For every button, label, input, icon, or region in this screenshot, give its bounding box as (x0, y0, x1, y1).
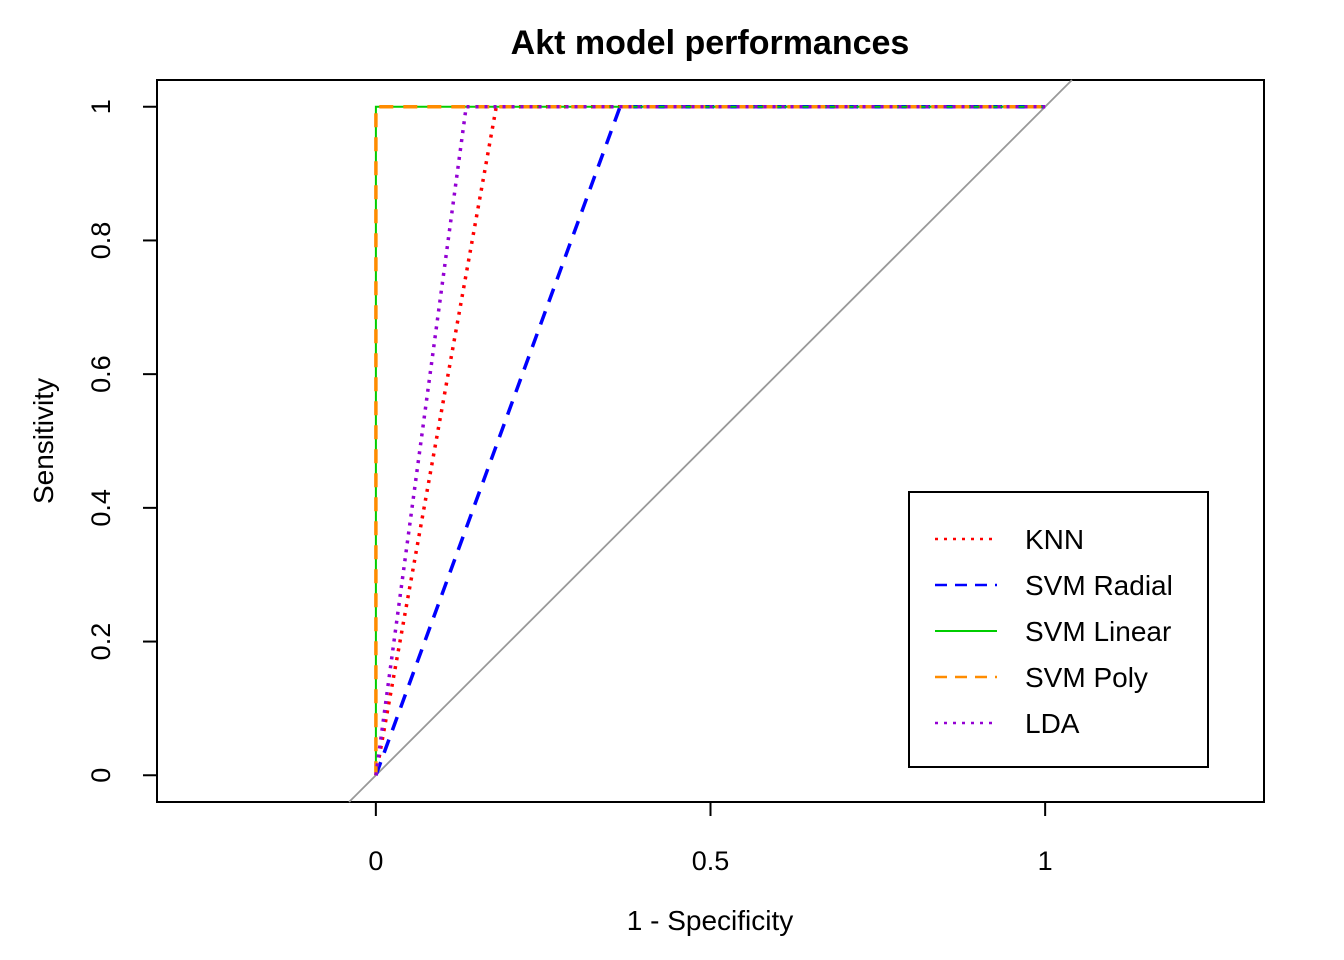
x-tick-label: 1 (1038, 846, 1053, 876)
legend-label: SVM Linear (1025, 616, 1171, 647)
y-axis: 0 0.2 0.4 0.6 0.8 1 (86, 99, 157, 783)
plot-area (348, 79, 1073, 803)
x-axis: 0 0.5 1 (368, 801, 1053, 876)
legend: KNN SVM Radial SVM Linear SVM Poly LDA (908, 491, 1209, 768)
y-tick-label: 0.2 (86, 623, 116, 661)
chart-title: Akt model performances (511, 24, 910, 62)
y-tick-label: 0.4 (86, 489, 116, 527)
legend-label: KNN (1025, 524, 1084, 555)
y-axis-label: Sensitivity (28, 378, 59, 504)
y-tick-label: 0.6 (86, 355, 116, 393)
y-tick-label: 0 (86, 768, 116, 783)
reference-diagonal-line (348, 79, 1073, 803)
legend-box (908, 491, 1209, 768)
y-tick-label: 0.8 (86, 222, 116, 260)
x-tick-label: 0 (368, 846, 383, 876)
legend-label: SVM Poly (1025, 662, 1148, 693)
legend-label: SVM Radial (1025, 570, 1173, 601)
x-axis-label: 1 - Specificity (627, 905, 794, 936)
series-line-svm-poly (374, 104, 1046, 776)
x-tick-label: 0.5 (692, 846, 730, 876)
y-tick-label: 1 (86, 99, 116, 114)
legend-label: LDA (1025, 708, 1080, 739)
